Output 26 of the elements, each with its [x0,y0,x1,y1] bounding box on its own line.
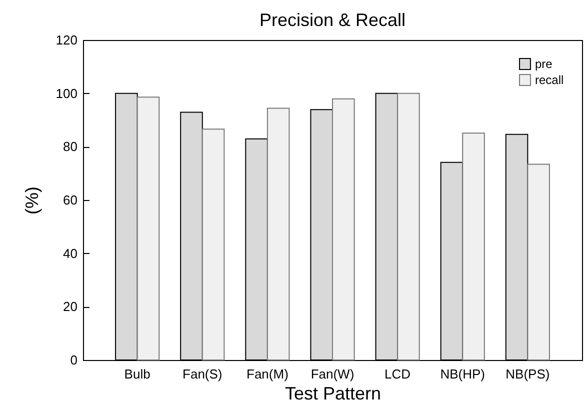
bar [266,108,290,360]
bar [332,98,355,360]
x-tick-label: Fan(M) [246,366,288,382]
legend-label: pre [535,57,553,71]
bar [136,96,160,360]
y-tick-label: 20 [63,299,78,314]
bar [397,92,420,360]
bar [462,132,485,360]
x-axis-title: Test Pattern [284,384,382,404]
x-tick-label: Bulb [124,366,150,382]
y-tick-label: 100 [56,86,78,101]
chart-title: Precision & Recall [259,10,406,30]
y-tick-label: 0 [70,352,78,368]
x-tick-label: NB(HP) [440,366,486,382]
y-tick-label: 60 [63,192,78,208]
bar [202,128,225,360]
x-tick-label: Fan(S) [182,366,222,382]
bar [527,164,550,360]
legend-label: recall [535,73,564,87]
x-tick-label: NB(PS) [506,366,550,382]
y-tick-label: 80 [63,139,78,154]
y-tick-label: 40 [63,246,78,261]
y-tick-label: 120 [56,32,78,48]
y-axis-title: (%) [22,186,42,214]
x-tick-label: LCD [384,366,411,382]
x-tick-label: Fan(W) [310,366,354,382]
